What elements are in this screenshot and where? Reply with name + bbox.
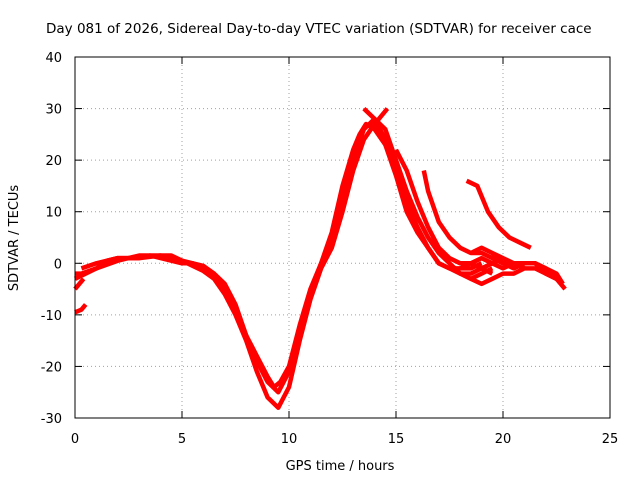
series-line-7 [368,107,390,131]
series-line-8 [394,148,494,276]
tick-label-layer: 0 5 10 15 20 25 -30 -20 -10 0 10 20 30 40 [41,51,619,447]
series-line-6 [362,106,398,162]
x-axis-title: GPS time / hours [286,459,395,474]
x-tick-label: 10 [281,432,298,447]
chart-title: Day 081 of 2026, Sidereal Day-to-day VTE… [46,21,592,37]
tick-layer [74,56,611,419]
series-line-5 [73,277,86,291]
series-line-14 [512,261,567,291]
x-tick-label: 25 [602,432,619,447]
x-tick-label: 0 [71,432,79,447]
x-tick-label: 15 [388,432,405,447]
y-tick-label: 40 [45,51,62,66]
y-axis-title: SDTVAR / TECUs [7,185,22,292]
series-line-4 [74,303,88,315]
series-line-3 [80,121,504,410]
y-tick-label: -30 [41,412,62,427]
series-line-15 [469,245,526,271]
x-tick-label: 5 [178,432,186,447]
y-tick-label: -10 [41,309,62,324]
series-layer [73,106,567,410]
x-tick-label: 20 [495,432,512,447]
y-tick-label: 20 [45,154,62,169]
y-tick-label: 10 [45,206,62,221]
series-line-10 [465,178,532,250]
plot-frame [74,56,611,419]
y-tick-label: -20 [41,360,62,375]
y-tick-label: 30 [45,103,62,118]
y-tick-label: 0 [54,257,62,272]
grid-layer [75,57,610,418]
